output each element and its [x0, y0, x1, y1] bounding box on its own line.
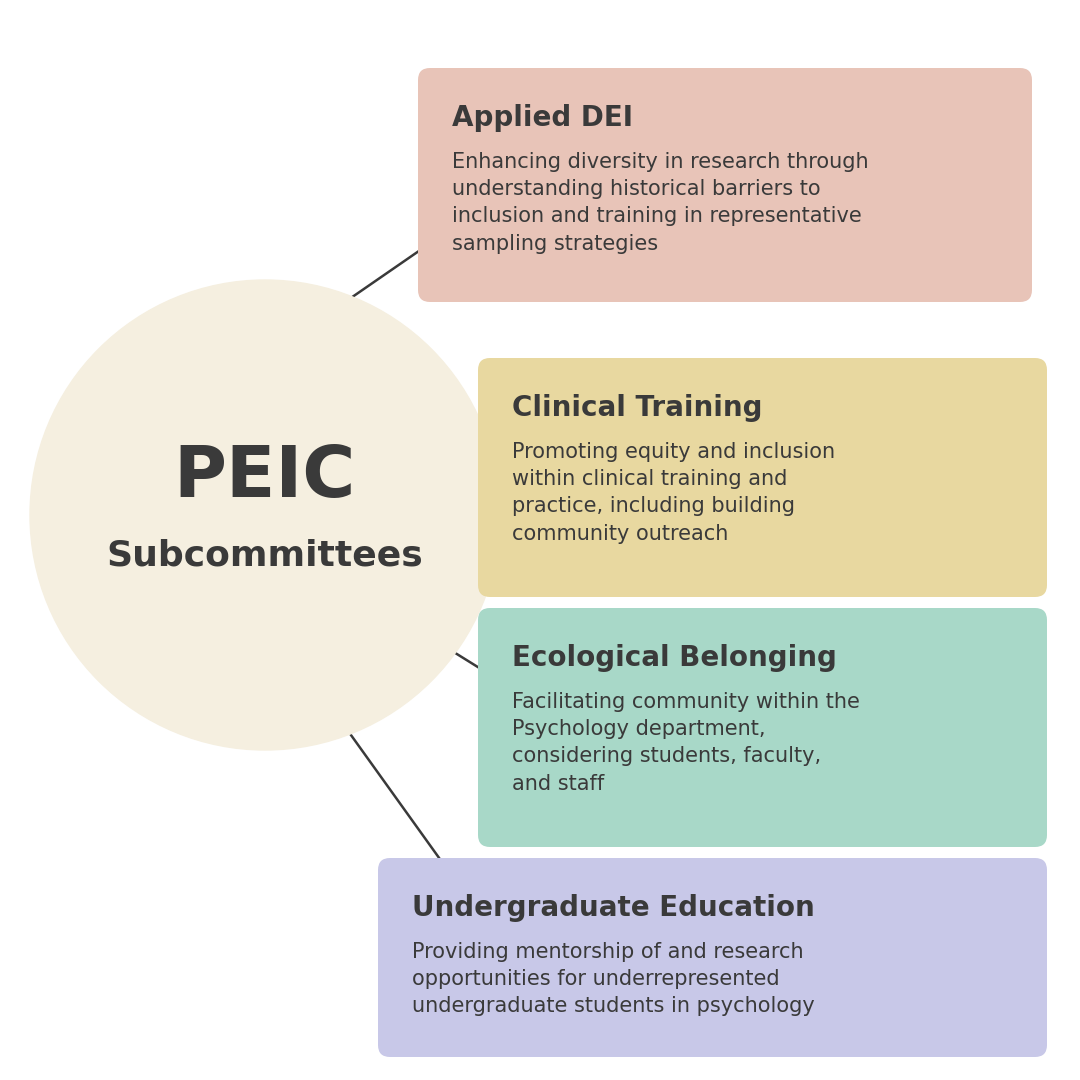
Text: Undergraduate Education: Undergraduate Education	[411, 894, 814, 922]
Text: PEIC: PEIC	[174, 443, 356, 512]
Text: Promoting equity and inclusion
within clinical training and
practice, including : Promoting equity and inclusion within cl…	[512, 442, 835, 543]
Text: Clinical Training: Clinical Training	[512, 394, 762, 422]
FancyBboxPatch shape	[418, 68, 1032, 302]
Text: Enhancing diversity in research through
understanding historical barriers to
inc: Enhancing diversity in research through …	[453, 152, 868, 254]
Text: Providing mentorship of and research
opportunities for underrepresented
undergra: Providing mentorship of and research opp…	[411, 942, 814, 1016]
Circle shape	[30, 280, 500, 750]
FancyBboxPatch shape	[478, 357, 1047, 597]
Text: Ecological Belonging: Ecological Belonging	[512, 644, 837, 672]
Text: Facilitating community within the
Psychology department,
considering students, f: Facilitating community within the Psycho…	[512, 692, 860, 794]
FancyBboxPatch shape	[378, 858, 1047, 1057]
Text: Applied DEI: Applied DEI	[453, 104, 633, 132]
Text: Subcommittees: Subcommittees	[107, 538, 423, 572]
FancyBboxPatch shape	[478, 608, 1047, 847]
